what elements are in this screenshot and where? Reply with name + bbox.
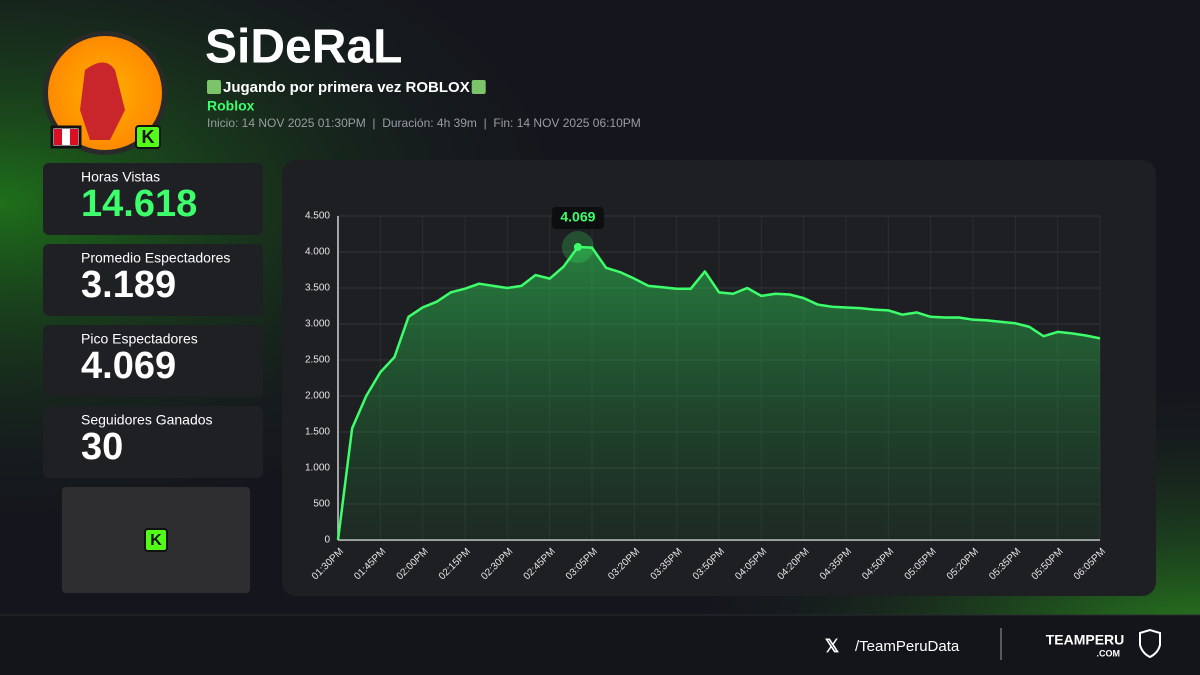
peak-label: 4.069 — [560, 209, 595, 225]
footer — [0, 615, 1200, 675]
kick-icon: K — [142, 127, 155, 147]
stat-label: Seguidores Ganados — [81, 412, 213, 428]
stat-value: 3.189 — [81, 264, 176, 306]
y-tick-label: 2.000 — [305, 391, 330, 402]
y-tick-label: 4.500 — [305, 211, 330, 222]
y-tick-label: 3.000 — [305, 319, 330, 330]
peak-marker — [573, 243, 582, 252]
emoji — [207, 80, 221, 94]
emoji — [471, 80, 486, 94]
stat-card — [43, 406, 263, 478]
stat-card — [43, 244, 263, 316]
brand: TEAMPERU — [1046, 632, 1125, 648]
y-tick-label: 2.500 — [305, 355, 330, 366]
stat-card — [43, 325, 263, 397]
kick-icon — [135, 125, 161, 149]
game: Roblox — [207, 98, 255, 114]
brand-shield — [1139, 628, 1161, 659]
flag — [70, 129, 78, 145]
y-tick-label: 1.000 — [305, 463, 330, 474]
stat-value: 14.618 — [81, 183, 197, 225]
y-tick-label: 500 — [313, 499, 330, 510]
kick-icon — [144, 528, 168, 552]
stat-value: 30 — [81, 426, 123, 468]
kick-icon: K — [150, 532, 162, 549]
stat-card — [43, 163, 263, 235]
avatar-figure — [80, 62, 125, 140]
y-tick-label: 1.500 — [305, 427, 330, 438]
peak-label-bg — [551, 207, 604, 230]
stat-value: 4.069 — [81, 345, 176, 387]
area — [338, 247, 1100, 541]
stat-label: Pico Espectadores — [81, 331, 198, 347]
x-logo: 𝕏 — [825, 636, 840, 656]
y-tick-label: 3.500 — [305, 283, 330, 294]
stream-info: Inicio: 14 NOV 2025 01:30PM | Duración: … — [207, 116, 641, 130]
brand-sub: .COM — [1097, 648, 1121, 658]
handle: /TeamPeruData — [855, 638, 960, 655]
y-tick-label: 0 — [324, 535, 330, 546]
flag — [54, 129, 62, 145]
line — [336, 245, 1101, 541]
stream-title: Jugando por primera vez ROBLOX — [223, 79, 470, 96]
streamer-name: SiDeRaL — [205, 21, 402, 74]
y-tick-label: 4.000 — [305, 247, 330, 258]
stat-label: Horas Vistas — [81, 169, 160, 185]
stat-label: Promedio Espectadores — [81, 250, 230, 266]
